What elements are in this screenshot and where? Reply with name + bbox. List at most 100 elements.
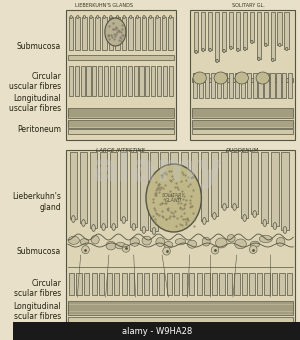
Ellipse shape: [105, 18, 126, 46]
Circle shape: [211, 246, 219, 254]
Ellipse shape: [132, 224, 136, 231]
Ellipse shape: [237, 48, 239, 52]
Ellipse shape: [72, 216, 75, 222]
Bar: [234, 273, 240, 295]
Bar: [142, 17, 146, 50]
Ellipse shape: [188, 240, 196, 248]
Ellipse shape: [214, 72, 227, 84]
Bar: [242, 273, 247, 295]
Bar: [271, 12, 275, 60]
Ellipse shape: [263, 220, 267, 226]
Bar: [115, 17, 120, 50]
Bar: [204, 273, 209, 295]
Ellipse shape: [146, 164, 201, 232]
Text: Circular
scular fibres: Circular scular fibres: [14, 279, 61, 299]
Ellipse shape: [286, 47, 288, 51]
Bar: [189, 273, 194, 295]
Bar: [109, 17, 113, 50]
Ellipse shape: [102, 224, 105, 231]
Bar: [92, 66, 96, 96]
Bar: [145, 66, 149, 96]
Bar: [211, 73, 215, 98]
Bar: [69, 273, 74, 295]
Ellipse shape: [202, 218, 206, 224]
Bar: [157, 66, 161, 96]
Bar: [110, 66, 114, 96]
Bar: [68, 120, 174, 128]
Ellipse shape: [142, 236, 152, 245]
Bar: [151, 66, 155, 96]
Bar: [193, 73, 197, 98]
Ellipse shape: [116, 16, 119, 18]
Bar: [256, 12, 261, 59]
Bar: [231, 152, 238, 207]
Bar: [92, 273, 97, 295]
Bar: [197, 273, 202, 295]
Ellipse shape: [272, 58, 274, 62]
Bar: [155, 17, 160, 50]
Ellipse shape: [223, 49, 225, 53]
Ellipse shape: [106, 241, 116, 250]
Bar: [122, 273, 127, 295]
Ellipse shape: [244, 47, 246, 51]
Bar: [259, 73, 262, 98]
Bar: [122, 17, 127, 50]
Ellipse shape: [213, 212, 216, 219]
Bar: [243, 12, 247, 49]
Bar: [68, 108, 174, 118]
Ellipse shape: [259, 235, 272, 242]
Bar: [205, 73, 209, 98]
Text: SOLITARY
GLAND: SOLITARY GLAND: [162, 192, 185, 203]
Ellipse shape: [273, 223, 277, 230]
Bar: [264, 73, 268, 98]
Text: Peritoneum: Peritoneum: [17, 125, 61, 134]
Text: SOLITARY GL.: SOLITARY GL.: [232, 3, 264, 8]
Bar: [75, 66, 79, 96]
Ellipse shape: [115, 242, 126, 249]
Ellipse shape: [80, 239, 89, 245]
Bar: [160, 152, 168, 208]
Ellipse shape: [70, 16, 72, 18]
Bar: [247, 73, 251, 98]
Bar: [159, 273, 164, 295]
Bar: [76, 17, 80, 50]
Bar: [68, 55, 174, 60]
Bar: [168, 17, 173, 50]
Bar: [84, 273, 89, 295]
Bar: [288, 73, 292, 98]
Ellipse shape: [112, 224, 116, 231]
Bar: [212, 273, 217, 295]
Ellipse shape: [202, 237, 210, 246]
Text: Circular
uscular fibres: Circular uscular fibres: [9, 72, 61, 91]
Ellipse shape: [193, 72, 206, 84]
Bar: [163, 66, 167, 96]
Ellipse shape: [243, 215, 247, 221]
Bar: [68, 317, 293, 327]
Bar: [287, 273, 292, 295]
Bar: [95, 17, 100, 50]
Ellipse shape: [156, 16, 158, 18]
Ellipse shape: [152, 227, 156, 234]
Text: DUODENUM: DUODENUM: [226, 148, 259, 153]
Bar: [140, 66, 143, 96]
Bar: [264, 12, 268, 45]
Ellipse shape: [76, 16, 79, 18]
Ellipse shape: [149, 16, 152, 18]
Bar: [68, 129, 174, 134]
Bar: [181, 152, 188, 209]
Text: Submucosa: Submucosa: [17, 42, 61, 51]
Text: alamy: alamy: [91, 151, 222, 189]
Bar: [257, 273, 262, 295]
Bar: [114, 273, 119, 295]
Bar: [120, 152, 127, 220]
Circle shape: [122, 244, 130, 252]
Ellipse shape: [251, 40, 253, 44]
Ellipse shape: [172, 204, 176, 210]
Ellipse shape: [182, 206, 186, 212]
Ellipse shape: [227, 235, 235, 242]
Bar: [66, 150, 295, 335]
Bar: [236, 12, 240, 50]
Ellipse shape: [233, 204, 236, 210]
Ellipse shape: [209, 48, 211, 52]
Bar: [14, 322, 300, 340]
